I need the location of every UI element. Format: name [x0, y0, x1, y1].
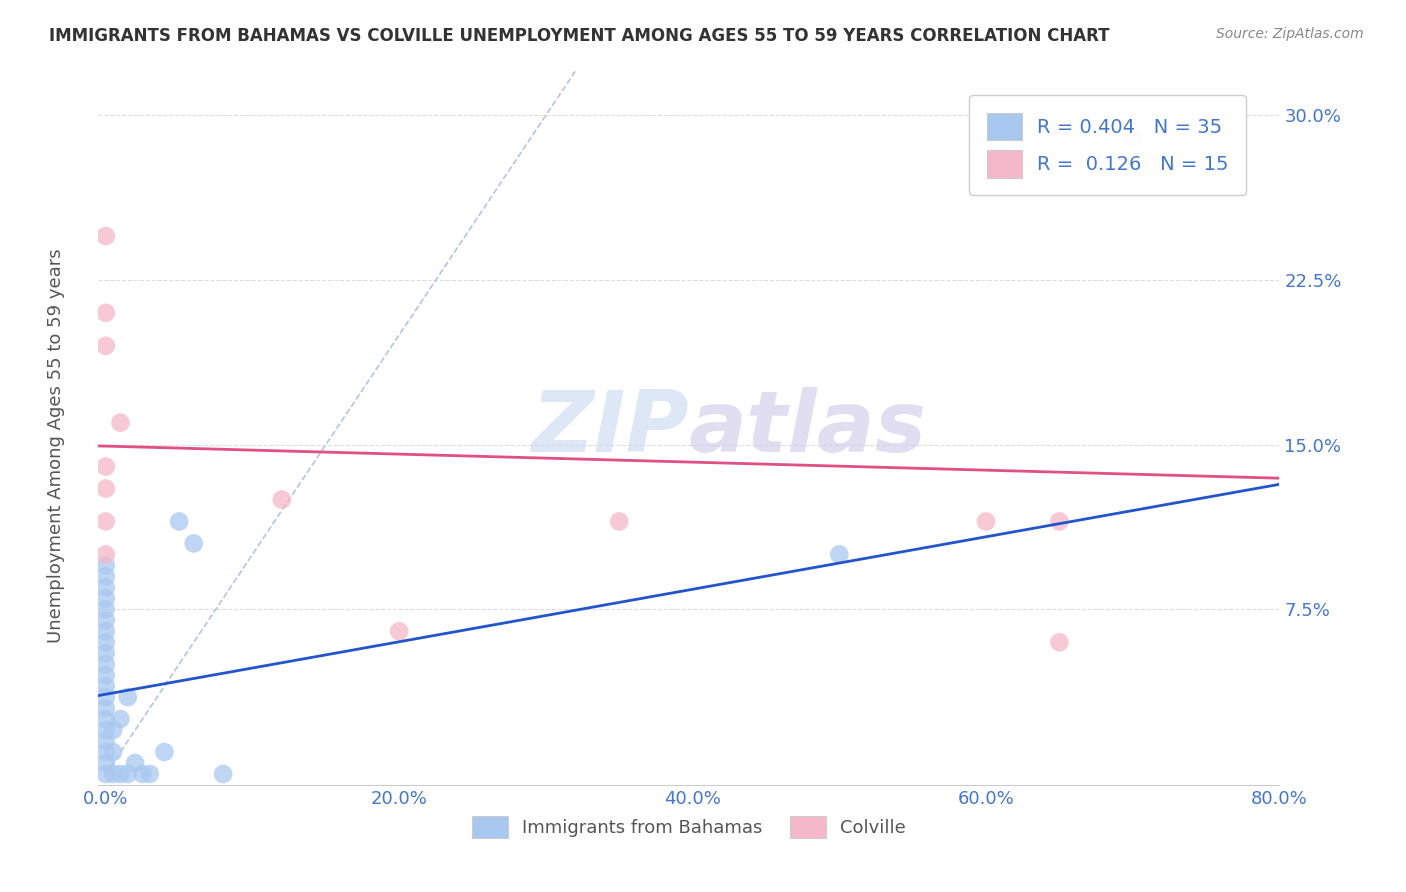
Point — [167, 515, 190, 529]
Point — [1122, 130, 1144, 145]
Text: ZIP: ZIP — [531, 386, 689, 470]
Point — [94, 591, 117, 606]
Point — [94, 306, 117, 320]
Point — [139, 767, 162, 781]
Legend: Immigrants from Bahamas, Colville: Immigrants from Bahamas, Colville — [463, 807, 915, 847]
Point — [94, 690, 117, 705]
Point — [124, 756, 146, 770]
Text: atlas: atlas — [689, 386, 927, 470]
Point — [94, 767, 117, 781]
Point — [94, 723, 117, 737]
Point — [1047, 515, 1070, 529]
Point — [110, 712, 132, 726]
Point — [94, 679, 117, 693]
Text: Unemployment Among Ages 55 to 59 years: Unemployment Among Ages 55 to 59 years — [48, 249, 65, 643]
Point — [94, 756, 117, 770]
Point — [1047, 635, 1070, 649]
Point — [974, 515, 997, 529]
Point — [94, 613, 117, 627]
Point — [94, 646, 117, 660]
Point — [388, 624, 411, 639]
Point — [94, 635, 117, 649]
Point — [828, 548, 851, 562]
Point — [94, 602, 117, 616]
Point — [94, 668, 117, 682]
Text: IMMIGRANTS FROM BAHAMAS VS COLVILLE UNEMPLOYMENT AMONG AGES 55 TO 59 YEARS CORRE: IMMIGRANTS FROM BAHAMAS VS COLVILLE UNEM… — [49, 27, 1109, 45]
Point — [607, 515, 630, 529]
Point — [94, 624, 117, 639]
Point — [117, 690, 139, 705]
Point — [183, 536, 205, 550]
Point — [94, 745, 117, 759]
Point — [94, 580, 117, 594]
Text: Source: ZipAtlas.com: Source: ZipAtlas.com — [1216, 27, 1364, 41]
Point — [110, 767, 132, 781]
Point — [94, 558, 117, 573]
Point — [117, 767, 139, 781]
Point — [153, 745, 176, 759]
Point — [94, 229, 117, 244]
Point — [94, 548, 117, 562]
Point — [110, 416, 132, 430]
Point — [94, 712, 117, 726]
Point — [94, 515, 117, 529]
Point — [94, 339, 117, 353]
Point — [101, 723, 124, 737]
Point — [212, 767, 235, 781]
Point — [101, 745, 124, 759]
Point — [94, 482, 117, 496]
Point — [94, 459, 117, 474]
Point — [270, 492, 292, 507]
Point — [94, 657, 117, 672]
Point — [131, 767, 153, 781]
Point — [101, 767, 124, 781]
Point — [94, 734, 117, 748]
Point — [94, 569, 117, 583]
Point — [94, 701, 117, 715]
